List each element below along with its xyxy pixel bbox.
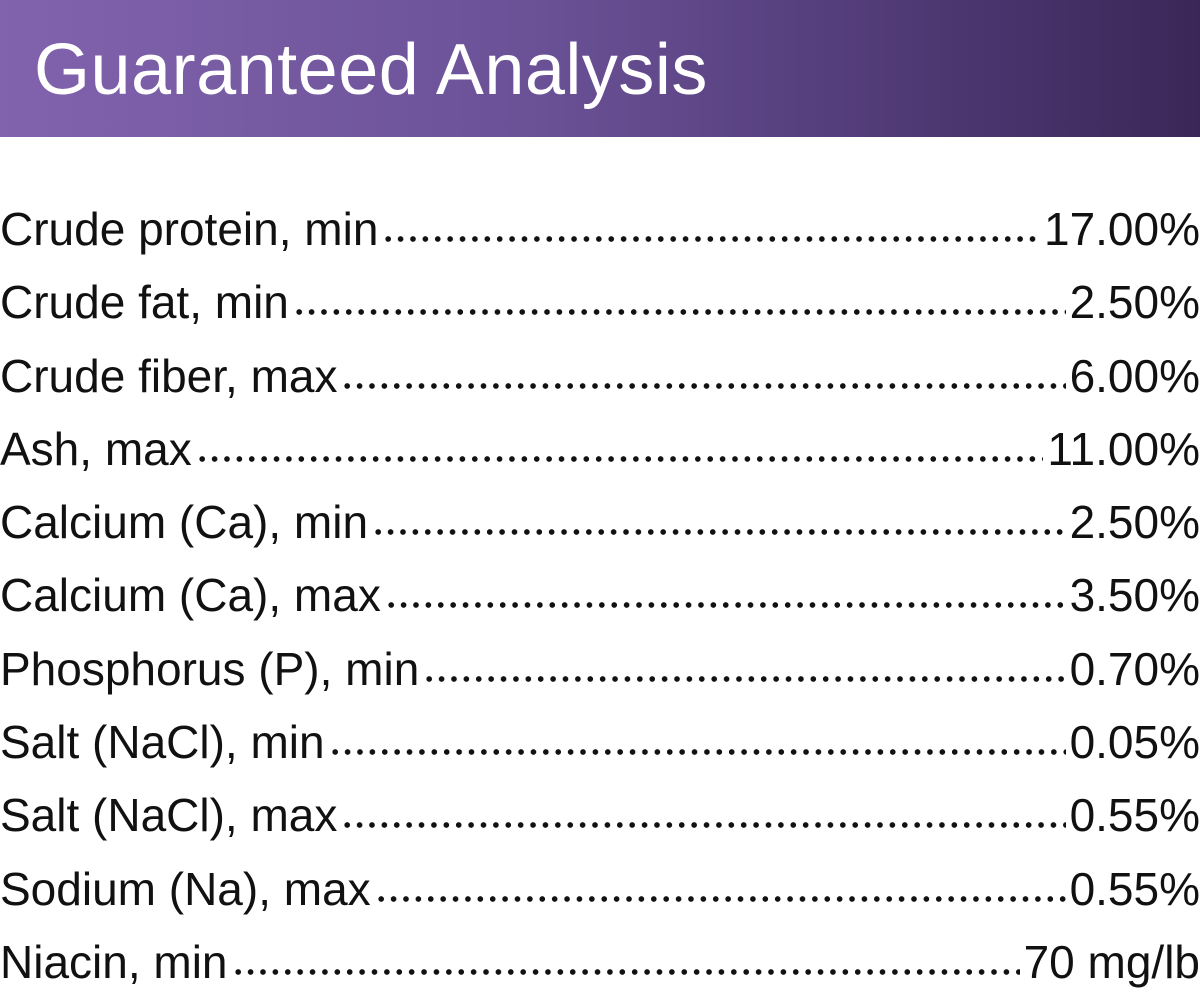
analysis-row: Niacin, min 70 mg/lb [0,926,1200,999]
analysis-row: Phosphorus (P), min 0.70% [0,633,1200,706]
row-value: 11.00% [1047,422,1200,475]
row-label: Salt (NaCl), max [0,789,338,842]
analysis-row: Crude protein, min 17.00% [0,193,1200,266]
row-label: Crude fat, min [0,276,289,329]
analysis-row: Salt (NaCl), min 0.05% [0,706,1200,779]
page-title: Guaranteed Analysis [34,30,708,110]
row-label: Ash, max [0,422,192,475]
row-value: 0.05% [1069,716,1200,769]
analysis-row: Crude fiber, max 6.00% [0,340,1200,413]
row-label: Niacin, min [0,935,228,988]
analysis-row: Crude fat, min 2.50% [0,266,1200,339]
row-label: Phosphorus (P), min [0,642,420,695]
row-value: 0.55% [1069,862,1200,915]
row-value: 2.50% [1069,276,1200,329]
row-value: 6.00% [1069,349,1200,402]
dot-leader [341,819,1066,832]
row-label: Sodium (Na), max [0,862,371,915]
dot-leader [292,306,1066,319]
analysis-row: Calcium (Ca), min 2.50% [0,486,1200,559]
row-value: 2.50% [1069,496,1200,549]
row-label: Crude protein, min [0,203,379,255]
analysis-row: Salt (NaCl), max 0.55% [0,779,1200,852]
dot-leader [328,746,1066,759]
analysis-list: Crude protein, min 17.00% Crude fat, min… [0,193,1200,999]
dot-leader [372,526,1066,539]
analysis-row: Sodium (Na), max 0.55% [0,853,1200,926]
analysis-row: Calcium (Ca), max 3.50% [0,559,1200,632]
dot-leader [374,892,1066,905]
dot-leader [231,965,1020,978]
dot-leader [382,233,1040,245]
dot-leader [195,452,1044,465]
row-value: 17.00% [1043,203,1200,255]
dot-leader [341,379,1066,392]
row-label: Salt (NaCl), min [0,716,325,769]
header-banner: Guaranteed Analysis [0,0,1200,137]
row-label: Calcium (Ca), min [0,496,369,549]
row-label: Crude fiber, max [0,349,338,402]
row-value: 0.55% [1069,789,1200,842]
row-value: 70 mg/lb [1023,935,1200,988]
row-label: Calcium (Ca), max [0,569,381,622]
row-value: 0.70% [1069,642,1200,695]
analysis-row: Ash, max 11.00% [0,413,1200,486]
row-value: 3.50% [1069,569,1200,622]
dot-leader [384,599,1066,612]
dot-leader [423,672,1066,685]
